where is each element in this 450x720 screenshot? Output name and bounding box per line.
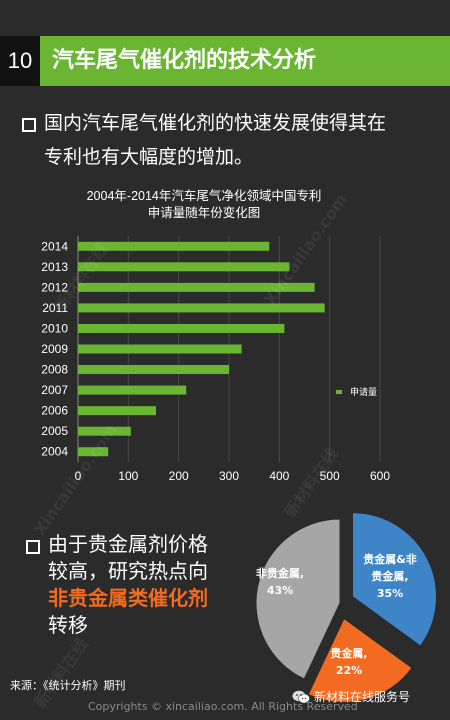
pie-slice-label: 非贵金属,: [256, 566, 304, 580]
y-tick-label: 2007: [41, 383, 68, 397]
y-tick-label: 2012: [41, 280, 68, 294]
pie-slice-value: 22%: [336, 664, 362, 677]
bar-2006: [78, 406, 157, 416]
bar-2012: [78, 282, 315, 292]
x-tick-label: 600: [370, 469, 390, 483]
y-tick-label: 2005: [41, 424, 68, 438]
conclusion-line-1: 由于贵金属剂价格: [48, 532, 208, 556]
x-tick-label: 100: [118, 469, 138, 483]
x-tick-label: 300: [219, 469, 239, 483]
legend-label: 申请量: [350, 386, 377, 397]
copyright-text: Copyrights © xincailiao.com. All Rights …: [88, 700, 358, 713]
bar-2013: [78, 262, 290, 272]
pie-slice-value: 35%: [377, 587, 403, 600]
x-tick-label: 200: [169, 469, 189, 483]
section-number: 10: [0, 36, 40, 86]
wechat-account-name: 新材料在线服务号: [314, 690, 411, 704]
watermark-cn: 新材料在线: [30, 634, 92, 712]
bar-2008: [78, 365, 229, 375]
conclusion-line-2: 较高，研究热点向: [48, 559, 208, 583]
bar-2011: [78, 303, 325, 313]
bar-2007: [78, 385, 187, 395]
y-tick-label: 2008: [41, 363, 68, 377]
bar-2014: [78, 241, 270, 251]
bar-2004: [78, 447, 109, 457]
y-tick-label: 2013: [41, 260, 68, 274]
chart-title: 2004年-2014年汽车尾气净化领域中国专利: [87, 188, 322, 203]
conclusion-line-4: 转移: [48, 613, 88, 637]
x-tick-label: 400: [269, 469, 289, 483]
catalyst-type-pie-chart: 非贵金属, 43% 贵金属&非贵金属, 35% 贵金属, 22%: [255, 512, 437, 703]
bullet-square-icon: [26, 540, 40, 554]
pie-slice-label: 贵金属,: [371, 569, 408, 583]
wechat-icon: [292, 690, 310, 703]
y-tick-label: 2011: [42, 301, 68, 315]
pie-slice-2: [307, 617, 413, 703]
bar-2010: [78, 323, 285, 333]
chart-subtitle: 申请量随年份变化图: [148, 205, 261, 220]
bullet-square-icon: [22, 118, 36, 132]
pie-slice-1: [351, 512, 437, 647]
pie-slice-label: 贵金属,: [330, 646, 367, 660]
y-tick-label: 2014: [41, 239, 68, 253]
pie-slice-0: [255, 518, 341, 680]
intro-line-2: 专利也有大幅度的增加。: [44, 146, 254, 168]
page-title: 汽车尾气催化剂的技术分析: [52, 48, 317, 73]
source-note: 来源：《统计分析》期刊: [10, 679, 126, 692]
y-tick-label: 2009: [41, 342, 68, 356]
wechat-label: 新材料在线服务号: [292, 688, 410, 705]
x-tick-label: 0: [75, 469, 82, 483]
pie-slice-label: 贵金属&非: [363, 552, 417, 566]
bar-2009: [78, 344, 242, 354]
header-bar: [0, 36, 450, 86]
y-tick-label: 2010: [41, 321, 68, 335]
x-tick-label: 500: [320, 469, 340, 483]
intro-line-1: 国内汽车尾气催化剂的快速发展使得其在: [44, 112, 387, 134]
conclusion-highlight: 非贵金属类催化剂: [48, 586, 208, 610]
pie-slice-value: 43%: [267, 584, 293, 597]
y-tick-label: 2006: [41, 404, 68, 418]
bar-2005: [78, 426, 131, 436]
y-tick-label: 2004: [41, 445, 68, 459]
legend-swatch: [336, 390, 342, 394]
patent-bar-chart: 2004年-2014年汽车尾气净化领域中国专利 申请量随年份变化图 2004 20…: [41, 188, 390, 483]
